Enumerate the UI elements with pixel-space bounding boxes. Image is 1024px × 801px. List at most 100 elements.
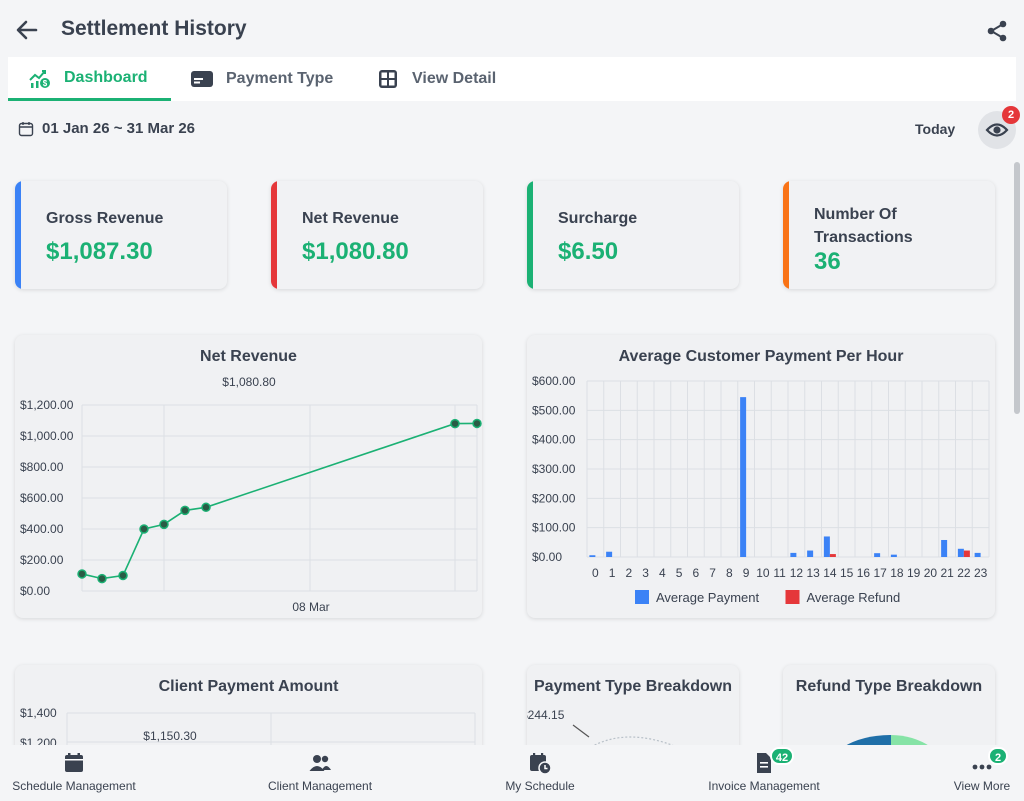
x-tick-label: 15 <box>840 566 854 580</box>
data-label: $1,080.80 <box>222 375 276 389</box>
chart-title: Refund Type Breakdown <box>795 678 983 695</box>
x-tick-label: 6 <box>693 566 700 580</box>
x-tick-label: 23 <box>974 566 988 580</box>
stat-label: Number Of Transactions <box>814 206 913 246</box>
stat-label: Surcharge <box>558 210 638 227</box>
x-tick-label: 21 <box>940 566 954 580</box>
x-tick-label: 22 <box>957 566 971 580</box>
stat-value: $1,087.30 <box>46 238 153 265</box>
x-tick-label: 3 <box>642 566 649 580</box>
legend-label: Average Payment <box>656 590 759 605</box>
x-tick-label: 18 <box>890 566 904 580</box>
stat-value: $6.50 <box>558 238 619 265</box>
bar-average-payment <box>941 539 948 557</box>
stat-label: Gross Revenue <box>46 210 164 227</box>
data-point <box>450 418 460 429</box>
y-tick-label: $800.00 <box>20 460 64 474</box>
arrow-left-icon[interactable] <box>14 17 40 43</box>
users-icon <box>309 755 331 771</box>
y-tick-label: $1,200.00 <box>20 398 74 412</box>
data-point <box>180 505 190 516</box>
more-dots-icon <box>972 764 992 770</box>
y-tick-label: $400.00 <box>532 433 576 447</box>
y-tick-label: $0.00 <box>20 584 50 598</box>
tab-payment-type[interactable]: Payment Type <box>190 57 360 101</box>
eye-icon <box>985 123 1009 137</box>
nav-label: Invoice Management <box>708 779 820 793</box>
invoice-icon <box>757 753 771 773</box>
legend-label: Average Refund <box>807 590 901 605</box>
x-tick-label: 8 <box>726 566 733 580</box>
y-tick-label: $300.00 <box>532 462 576 476</box>
net-revenue-line-chart: $0.00 $200.00 $400.00 $600.00 $800.00 $1,000.… <box>20 375 482 614</box>
invoice-count-badge: 42 <box>770 747 794 765</box>
nav-client-management[interactable]: Client Management <box>262 751 378 793</box>
nav-view-more[interactable]: View More <box>946 751 1018 793</box>
y-tick-label: $1,000.00 <box>20 429 74 443</box>
slice-label: $244.15 <box>527 708 565 722</box>
x-tick-label: 0 <box>592 566 599 580</box>
data-point <box>118 570 128 581</box>
avg-payment-chart-card: Average Customer Payment Per Hour $0.00 $… <box>527 335 995 618</box>
y-tick-label: $200.00 <box>20 553 64 567</box>
nav-label: Client Management <box>267 779 373 793</box>
accent-bar <box>271 181 277 289</box>
pie-slice <box>590 736 678 748</box>
bar-average-payment <box>874 553 881 557</box>
y-tick-label: $600.00 <box>532 374 576 388</box>
bar-average-refund <box>963 550 970 557</box>
y-tick-label: $500.00 <box>532 403 576 417</box>
accent-bar <box>783 181 789 289</box>
bar-average-payment <box>974 552 981 557</box>
date-range-text: 01 Jan 26 ~ 31 Mar 26 <box>42 120 196 137</box>
svg-text:$: $ <box>43 79 48 88</box>
chart-title: Net Revenue <box>200 348 297 365</box>
bar-average-payment <box>606 551 613 557</box>
nav-invoice-management[interactable]: Invoice Management <box>704 751 824 793</box>
date-range-picker[interactable]: 01 Jan 26 ~ 31 Mar 26 <box>18 120 195 137</box>
data-point <box>77 569 87 579</box>
nav-label: My Schedule <box>505 779 575 793</box>
calendar-icon <box>65 753 83 772</box>
y-tick-label: $1,400 <box>20 706 57 720</box>
avg-payment-bar-chart: $0.00 $100.00 $200.00 $300.00 $400.00 $500.00… <box>532 374 990 605</box>
stat-label: Net Revenue <box>302 210 399 227</box>
x-tick-label: 5 <box>676 566 683 580</box>
calendar-icon <box>18 121 34 136</box>
tab-dashboard[interactable]: $ Dashboard <box>8 57 171 101</box>
stat-card-transactions: Number Of Transactions 36 <box>783 181 995 289</box>
today-button[interactable]: Today <box>915 121 956 137</box>
tab-payment-type-label: Payment Type <box>226 70 334 87</box>
x-tick-label: 13 <box>806 566 820 580</box>
x-tick-label: 19 <box>907 566 921 580</box>
bar-average-refund <box>829 554 836 557</box>
nav-schedule-management[interactable]: Schedule Management <box>5 751 143 793</box>
x-tick-label: 14 <box>823 566 837 580</box>
payment-type-pie-chart: $244.15 <box>527 708 678 748</box>
scrollbar-thumb[interactable] <box>1014 162 1020 414</box>
x-tick-label: 16 <box>857 566 871 580</box>
x-tick-label: 7 <box>709 566 716 580</box>
x-tick-label: 12 <box>790 566 804 580</box>
y-tick-label: $200.00 <box>532 491 576 505</box>
tab-view-detail-label: View Detail <box>412 70 497 87</box>
y-tick-label: $100.00 <box>532 521 576 535</box>
table-grid-icon <box>379 70 397 88</box>
data-label: $1,150.30 <box>143 729 197 743</box>
bottom-navigation: Schedule Management Client Management My… <box>0 745 1024 801</box>
bar-average-payment <box>807 550 814 557</box>
nav-label: View More <box>953 779 1011 793</box>
bar-average-payment <box>890 554 897 557</box>
stat-card-surcharge: Surcharge $6.50 <box>527 181 739 289</box>
bar-average-payment <box>823 536 830 557</box>
share-icon[interactable] <box>985 19 1009 43</box>
tab-view-detail[interactable]: View Detail <box>376 57 536 101</box>
y-tick-label: $0.00 <box>532 550 562 564</box>
revenue-chart-icon: $ <box>29 69 50 88</box>
legend-swatch <box>785 590 800 604</box>
accent-bar <box>527 181 533 289</box>
stat-value: $1,080.80 <box>302 238 409 265</box>
chart-title: Client Payment Amount <box>158 678 339 695</box>
x-tick-label: 10 <box>756 566 770 580</box>
nav-my-schedule[interactable]: My Schedule <box>497 751 583 793</box>
